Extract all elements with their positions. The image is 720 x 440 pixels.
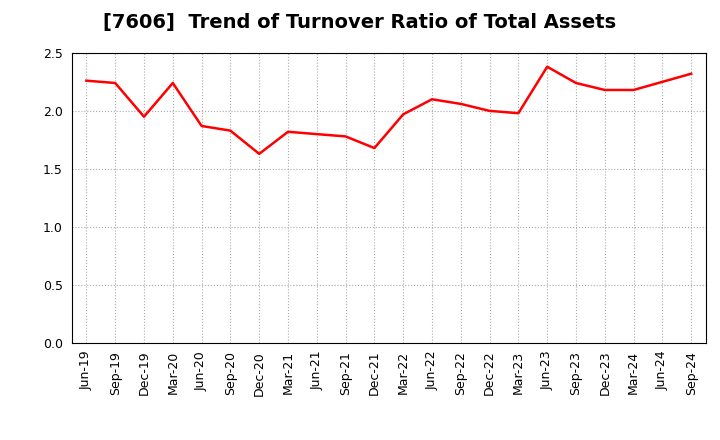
Text: [7606]  Trend of Turnover Ratio of Total Assets: [7606] Trend of Turnover Ratio of Total …	[104, 13, 616, 32]
